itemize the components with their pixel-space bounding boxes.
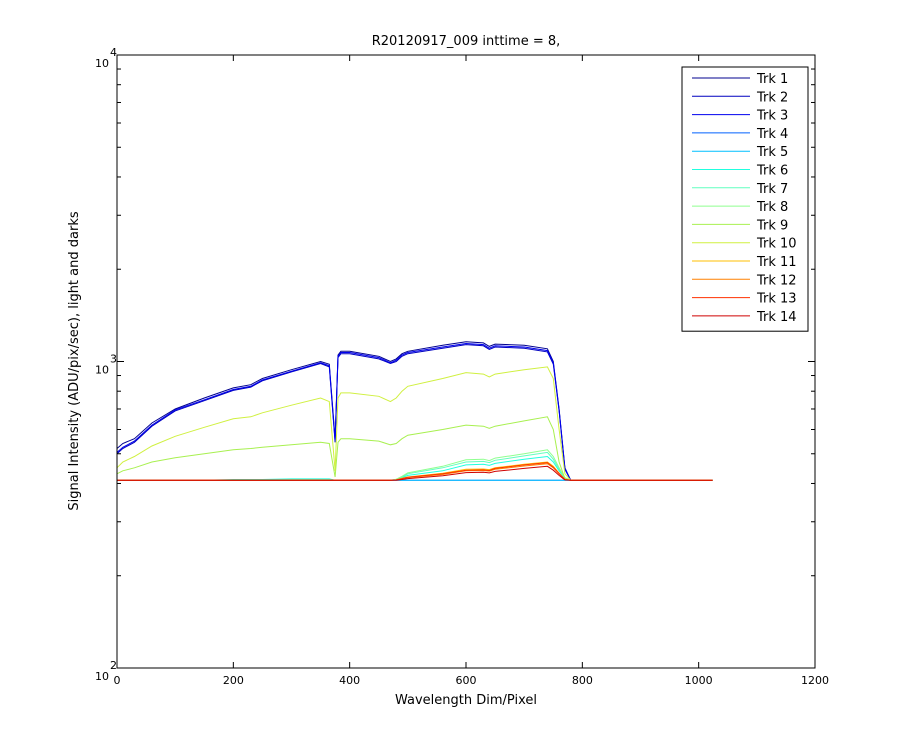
- y-axis-label: Signal Intensity (ADU/pix/sec), light an…: [67, 211, 82, 510]
- series-line-trk-8: [117, 449, 713, 481]
- x-tick-label: 800: [572, 674, 593, 687]
- y-tick-exponent: 3: [110, 353, 117, 366]
- series-line-trk-1: [116, 341, 713, 481]
- legend-label: Trk 11: [756, 255, 797, 270]
- legend-label: Trk 4: [756, 127, 788, 142]
- y-tick-label: 10: [95, 57, 109, 70]
- legend-box: [681, 66, 809, 332]
- legend-label: Trk 5: [756, 145, 788, 160]
- series-line-trk-9: [116, 416, 713, 481]
- legend-label: Trk 9: [756, 218, 788, 233]
- x-tick-label: 200: [223, 674, 244, 687]
- series-line-trk-14: [117, 465, 713, 481]
- plot-lines: [116, 341, 713, 481]
- legend-label: Trk 12: [756, 273, 797, 288]
- x-axis: 0 200 400 600 800 1000 1200: [114, 55, 829, 687]
- legend-label: Trk 6: [756, 164, 788, 179]
- y-tick-label: 10: [95, 670, 109, 683]
- x-tick-label: 600: [456, 674, 477, 687]
- x-tick-label: 0: [114, 674, 121, 687]
- legend-label: Trk 10: [756, 237, 797, 252]
- x-tick-label: 1000: [685, 674, 713, 687]
- legend-label: Trk 7: [756, 182, 788, 197]
- y-tick-exponent: 2: [110, 659, 117, 672]
- legend: Trk 1 Trk 2 Trk 3 Trk 4 Trk 5 Trk 6 Trk 7 Trk 8…: [681, 66, 809, 332]
- legend-label: Trk 3: [756, 109, 788, 124]
- x-tick-label: 400: [339, 674, 360, 687]
- legend-label: Trk 13: [756, 292, 797, 307]
- legend-label: Trk 14: [756, 310, 797, 325]
- chart-title: R20120917_009 inttime = 8,: [372, 34, 561, 49]
- legend-label: Trk 1: [756, 72, 788, 87]
- x-tick-label: 1200: [801, 674, 829, 687]
- legend-label: Trk 8: [756, 200, 788, 215]
- x-axis-label: Wavelength Dim/Pixel: [395, 693, 537, 708]
- y-tick-label: 10: [95, 364, 109, 377]
- series-line-trk-10: [116, 366, 713, 481]
- y-tick-exponent: 4: [110, 46, 117, 59]
- legend-label: Trk 2: [756, 90, 788, 105]
- series-line-trk-2: [116, 344, 713, 481]
- series-line-trk-3: [116, 342, 713, 481]
